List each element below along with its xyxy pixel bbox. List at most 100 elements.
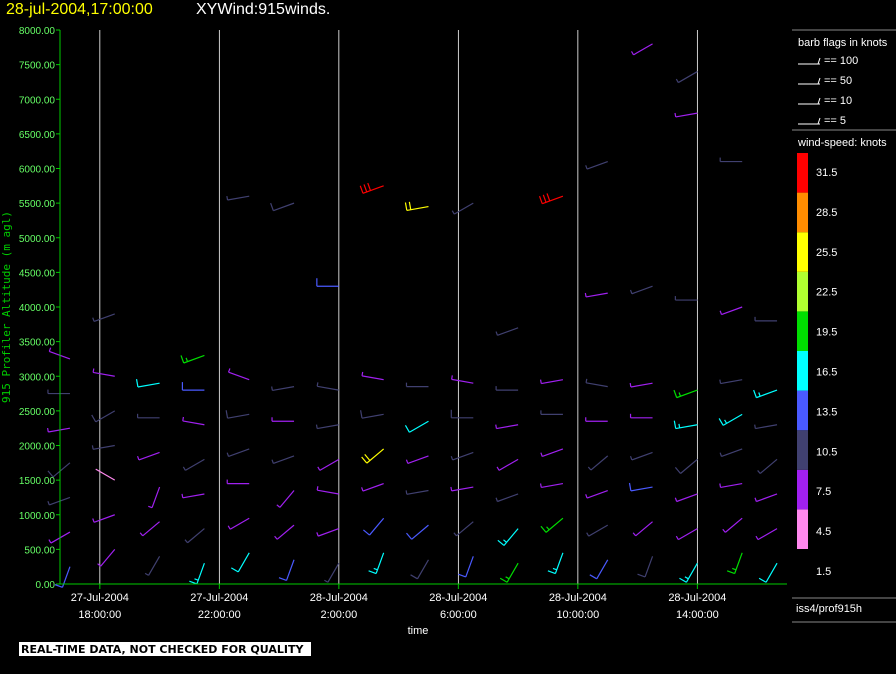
wind-barb — [359, 182, 384, 194]
wind-barb — [673, 389, 698, 399]
wind-barb — [276, 490, 295, 508]
x-tick-date: 28-Jul-2004 — [549, 592, 607, 604]
y-tick-label: 1000.00 — [19, 511, 56, 522]
barb-legend-item: == 10 — [824, 95, 852, 107]
wind-barb — [95, 468, 116, 481]
gridlines — [99, 30, 698, 584]
colorbar-label: 16.5 — [816, 367, 837, 379]
wind-barb — [181, 382, 205, 391]
wind-barb — [753, 389, 778, 399]
wind-barb — [226, 479, 250, 485]
colorbar-label: 13.5 — [816, 406, 837, 418]
wind-barb — [136, 413, 160, 419]
wind-barb — [406, 524, 429, 540]
legend-panel: barb flags in knots == 100 == 50 == 10 == 5… — [792, 29, 896, 623]
y-ticks: 0.00 500.00 1000.00 1500.00 2000.00 2500.00 30… — [19, 26, 60, 591]
y-tick-label: 500.00 — [24, 545, 55, 556]
colorbar-label: 25.5 — [816, 247, 837, 259]
wind-barb — [315, 424, 339, 430]
speed-legend-title: wind-speed: knots — [797, 137, 887, 149]
colorbar-label: 1.5 — [816, 566, 831, 578]
wind-barb — [271, 386, 295, 392]
barb-legend-title: barb flags in knots — [798, 37, 888, 49]
wind-barb — [540, 448, 564, 458]
wind-barb — [758, 562, 778, 583]
wind-barb — [584, 292, 608, 298]
wind-barb — [92, 514, 115, 523]
colorbar-swatch — [797, 469, 808, 510]
wind-barb — [495, 386, 519, 391]
wind-barb — [757, 458, 778, 474]
wind-barb — [181, 493, 205, 499]
wind-barb — [226, 195, 250, 201]
y-tick-label: 3000.00 — [19, 372, 56, 383]
wind-barb — [180, 354, 205, 364]
colorbar-label: 28.5 — [816, 207, 837, 219]
wind-barb — [538, 193, 564, 205]
wind-barb — [585, 489, 608, 499]
y-axis-label: 915 Profiler Altitude (m agl) — [0, 211, 13, 403]
wind-barb — [92, 368, 115, 377]
wind-barbs — [47, 43, 778, 588]
wind-barb — [148, 486, 161, 509]
wind-barb — [47, 427, 71, 433]
wind-barb — [629, 413, 653, 419]
wind-barb — [754, 493, 778, 503]
wind-barb — [47, 496, 71, 506]
wind-barb — [496, 458, 519, 471]
y-tick-label: 7000.00 — [19, 95, 56, 106]
barb-sample-flag — [817, 97, 821, 105]
barb-legend: == 100 == 50 == 10 == 5 — [798, 55, 858, 127]
colorbar-label: 7.5 — [816, 486, 831, 498]
wind-barb — [278, 559, 295, 581]
wind-barb — [674, 493, 698, 503]
wind-barb — [227, 368, 250, 381]
wind-barb — [230, 552, 250, 573]
wind-barb — [540, 517, 564, 533]
wind-barb — [497, 528, 519, 546]
wind-barb — [637, 556, 654, 578]
wind-barb — [585, 378, 608, 388]
wind-barb — [451, 202, 474, 215]
wind-barb — [404, 420, 429, 433]
wind-barb — [495, 493, 519, 503]
colorbar-swatch — [797, 232, 808, 272]
x-tick-time: 2:00:00 — [320, 609, 357, 621]
wind-barb — [675, 71, 698, 84]
y-tick-label: 7500.00 — [19, 61, 56, 72]
wind-barb — [274, 524, 295, 540]
x-tick-time: 14:00:00 — [676, 609, 719, 621]
wind-barb — [629, 382, 653, 388]
wind-barb — [361, 483, 384, 492]
x-tick-date: 27-Jul-2004 — [190, 592, 248, 604]
wind-barb — [270, 202, 295, 212]
x-tick-time: 22:00:00 — [198, 609, 241, 621]
quality-notice: REAL-TIME DATA, NOT CHECKED FOR QUALITY — [19, 642, 312, 656]
wind-barb — [539, 482, 564, 488]
wind-barb — [182, 458, 205, 471]
wind-barb — [586, 524, 609, 537]
colorbar-swatch — [797, 153, 808, 193]
wind-barb — [754, 424, 778, 430]
wind-barb — [722, 517, 743, 533]
y-tick-label: 2500.00 — [19, 407, 56, 418]
colorbar-label: 10.5 — [816, 446, 837, 458]
wind-barb — [585, 161, 608, 170]
wind-barb — [97, 548, 116, 567]
x-ticks: 27-Jul-2004 18:00:00 27-Jul-2004 22:00:00 28… — [71, 584, 726, 621]
wind-barb — [628, 482, 653, 492]
wind-barb — [360, 410, 384, 419]
wind-barb — [719, 379, 743, 385]
wind-barb — [755, 528, 778, 541]
barb-legend-item: == 50 — [824, 75, 852, 87]
x-tick-time: 18:00:00 — [78, 609, 121, 621]
wind-barb — [719, 157, 743, 163]
wind-barb — [719, 306, 743, 316]
x-tick-date: 27-Jul-2004 — [71, 592, 129, 604]
x-tick-date: 28-Jul-2004 — [429, 592, 487, 604]
y-tick-label: 6000.00 — [19, 165, 56, 176]
wind-barb — [225, 410, 250, 419]
y-tick-label: 3500.00 — [19, 338, 56, 349]
wind-barb — [674, 458, 698, 474]
